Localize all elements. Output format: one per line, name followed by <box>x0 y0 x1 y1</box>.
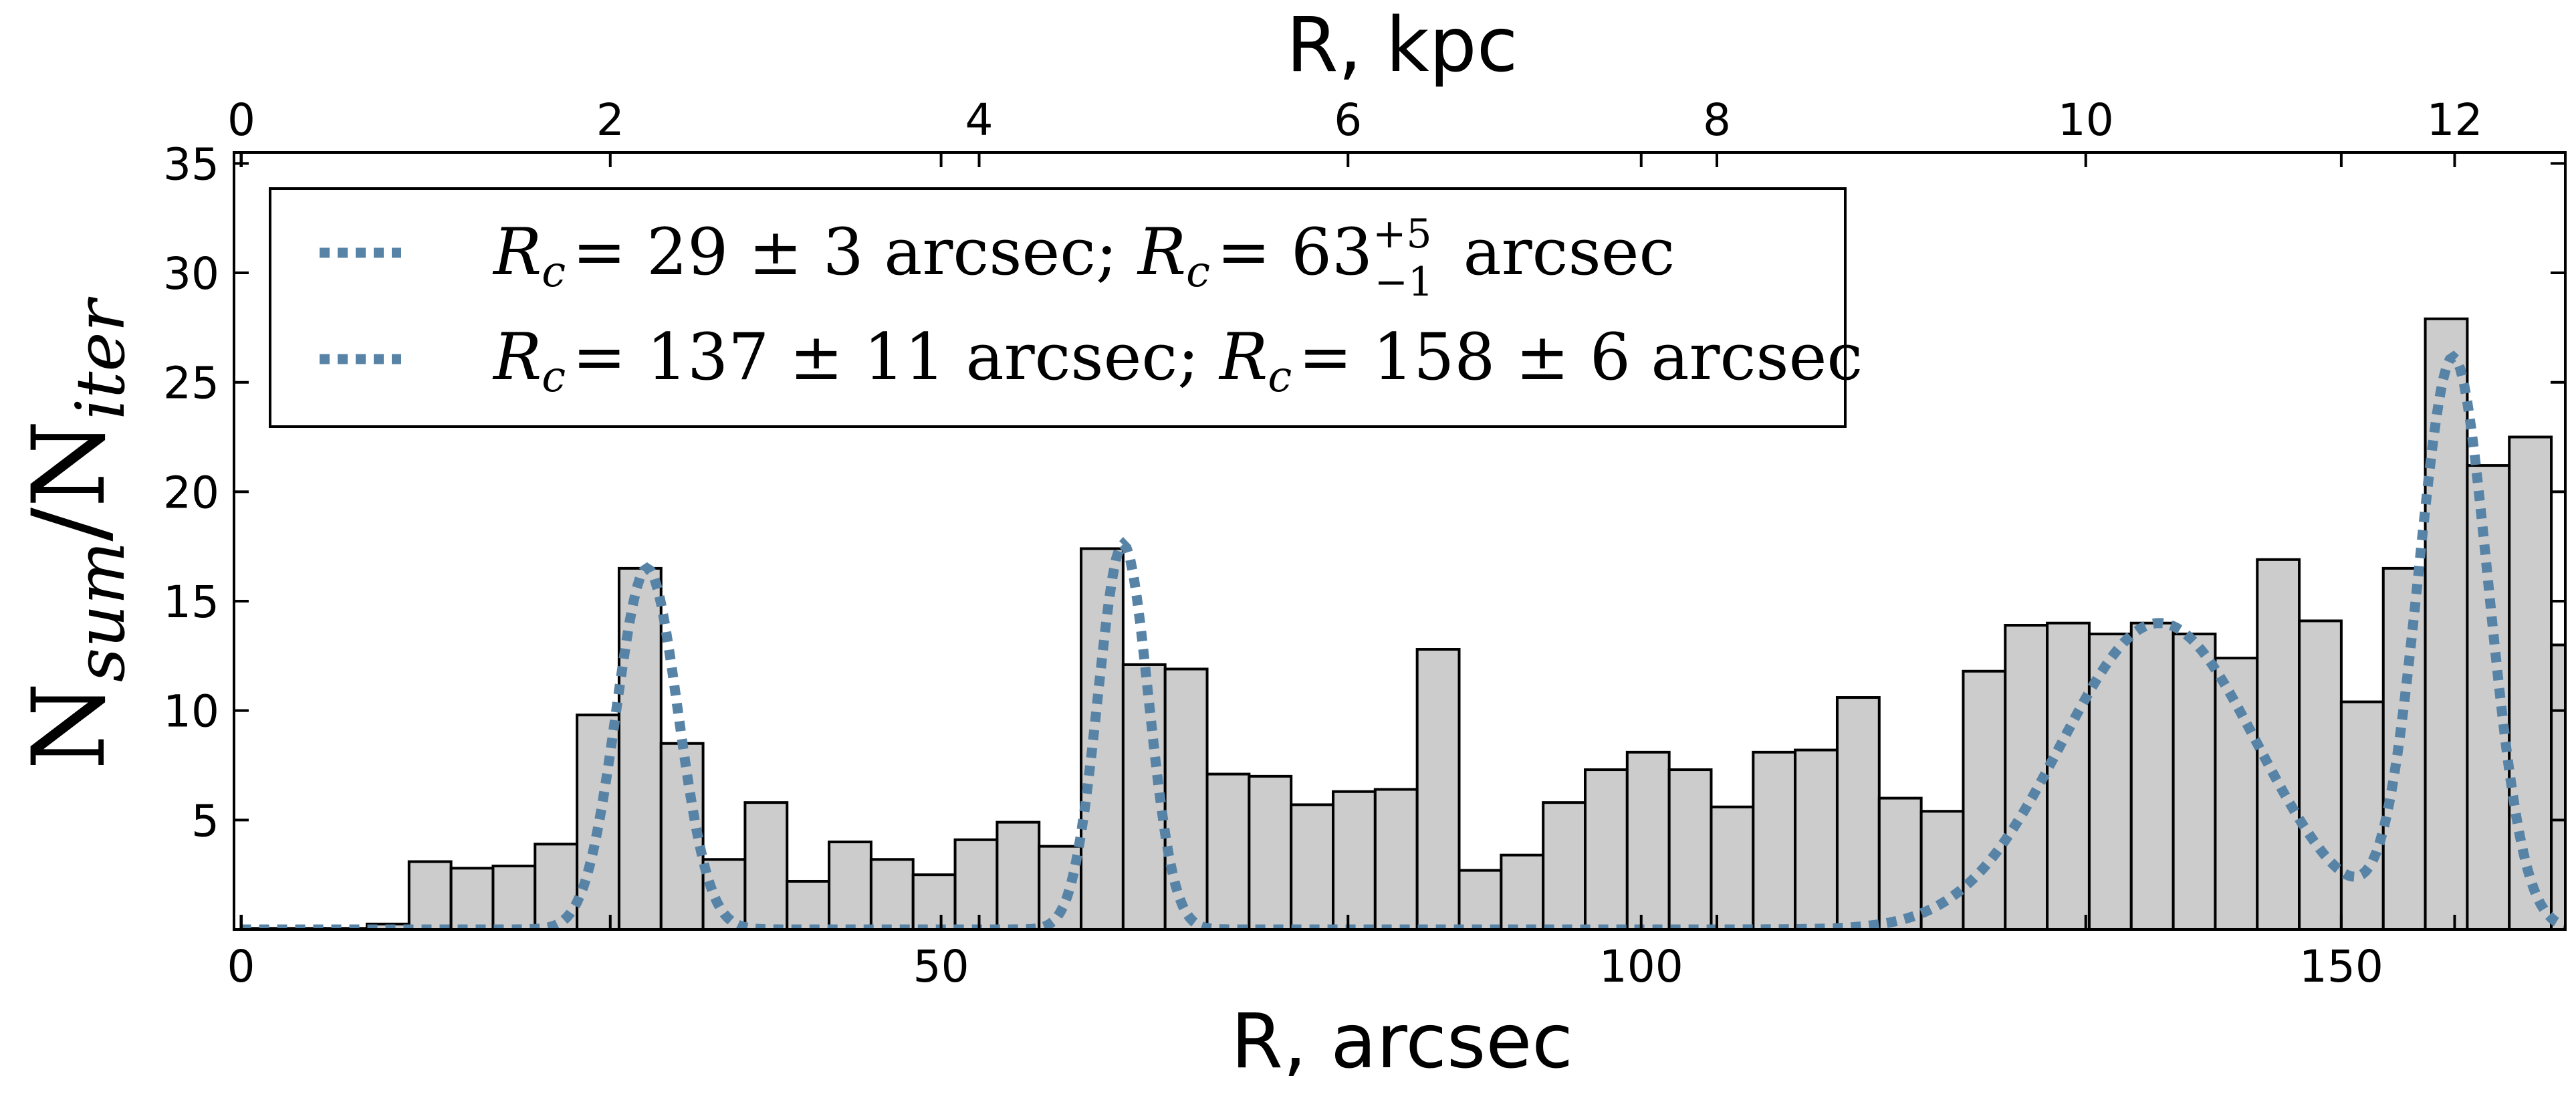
top-tick-label: 4 <box>965 94 993 146</box>
x-tick-label: 50 <box>913 941 969 992</box>
histogram-bar <box>1457 869 1503 929</box>
histogram-bar <box>576 713 620 929</box>
y-tick-label: 20 <box>163 467 219 518</box>
histogram-bar <box>1752 750 1797 929</box>
histogram-bar <box>1710 805 1755 929</box>
histogram-bar <box>743 801 789 929</box>
histogram-bar <box>2550 643 2565 929</box>
histogram-bar <box>828 841 872 929</box>
x-tick-label: 0 <box>227 941 255 992</box>
top-tick-label: 2 <box>596 94 624 146</box>
histogram-bar <box>869 858 915 929</box>
histogram-bar <box>2424 317 2469 929</box>
top-tick-label: 8 <box>1703 94 1731 146</box>
legend-entry-1: Rc = 29 ± 3 arcsec; Rc = 63+5 −1 arcsec <box>492 211 1675 306</box>
histogram-bar <box>1835 696 1881 929</box>
histogram-bars <box>239 317 2565 929</box>
histogram-bar <box>491 865 537 929</box>
histogram-bar <box>1205 772 1251 929</box>
y-tick-label: 30 <box>163 248 219 300</box>
top-tick-label: 6 <box>1334 94 1362 146</box>
top-tick-label: 0 <box>227 94 255 146</box>
histogram-bar <box>1080 547 1125 929</box>
histogram-bar <box>1373 788 1419 929</box>
y-tick-label: 5 <box>191 795 219 847</box>
top-tick-label: 12 <box>2426 94 2482 146</box>
histogram-bar <box>2172 633 2217 929</box>
histogram-bar <box>1877 796 1923 929</box>
histogram-bar <box>407 860 453 929</box>
histogram-bar <box>1500 853 1545 929</box>
histogram-bar <box>1667 768 1713 929</box>
histogram-bar <box>996 820 1041 929</box>
histogram-bar <box>1794 748 1839 929</box>
legend-entry-2: Rc = 137 ± 11 arcsec; Rc = 158 ± 6 arcsec <box>492 320 1863 402</box>
y-tick-label: 35 <box>163 138 219 190</box>
histogram-bar <box>2129 621 2175 929</box>
histogram-bar <box>1542 801 1587 929</box>
histogram-bar <box>2298 619 2343 929</box>
histogram-bar <box>786 879 831 929</box>
x-tick-label: 100 <box>1599 941 1683 992</box>
legend-box <box>269 187 1847 428</box>
histogram-bar <box>2339 700 2385 929</box>
y-axis-title: Nsum/Niter <box>11 296 140 770</box>
histogram-bar <box>1625 750 1671 929</box>
histogram-bar <box>2381 566 2427 929</box>
histogram-bar <box>2508 435 2553 929</box>
histogram-bar <box>911 873 957 929</box>
x-tick-label: 150 <box>2299 941 2383 992</box>
axis-ticks: 0 50 100 150 0 2 4 6 8 10 12 5 10 15 20 25 30 35 <box>163 94 2565 992</box>
histogram-bar <box>1962 669 2007 929</box>
histogram-bar <box>2214 657 2259 929</box>
histogram-bar <box>1163 667 1209 929</box>
histogram-bar <box>1290 803 1335 929</box>
histogram-bar <box>449 867 495 929</box>
x-axis-title: R, arcsec <box>1231 998 1573 1085</box>
top-tick-label: 10 <box>2058 94 2114 146</box>
histogram-bar <box>2046 621 2091 929</box>
fit-curve <box>241 350 2565 929</box>
histogram-bar <box>1248 774 1293 929</box>
y-tick-label: 25 <box>163 358 219 409</box>
histogram-bar <box>1332 790 1377 929</box>
histogram-bar <box>953 838 999 929</box>
histogram-bar <box>2256 558 2301 929</box>
y-tick-label: 15 <box>163 576 219 628</box>
histogram-bar <box>1583 768 1629 929</box>
plot-frame <box>233 151 2567 931</box>
top-axis-title: R, kpc <box>1286 2 1518 89</box>
legend: Rc = 29 ± 3 arcsec; Rc = 63+5 −1 arcsec Rc =… <box>269 187 1863 428</box>
y-tick-label: 10 <box>163 686 219 738</box>
histogram-bar <box>1415 648 1461 929</box>
histogram-bar <box>617 566 663 929</box>
